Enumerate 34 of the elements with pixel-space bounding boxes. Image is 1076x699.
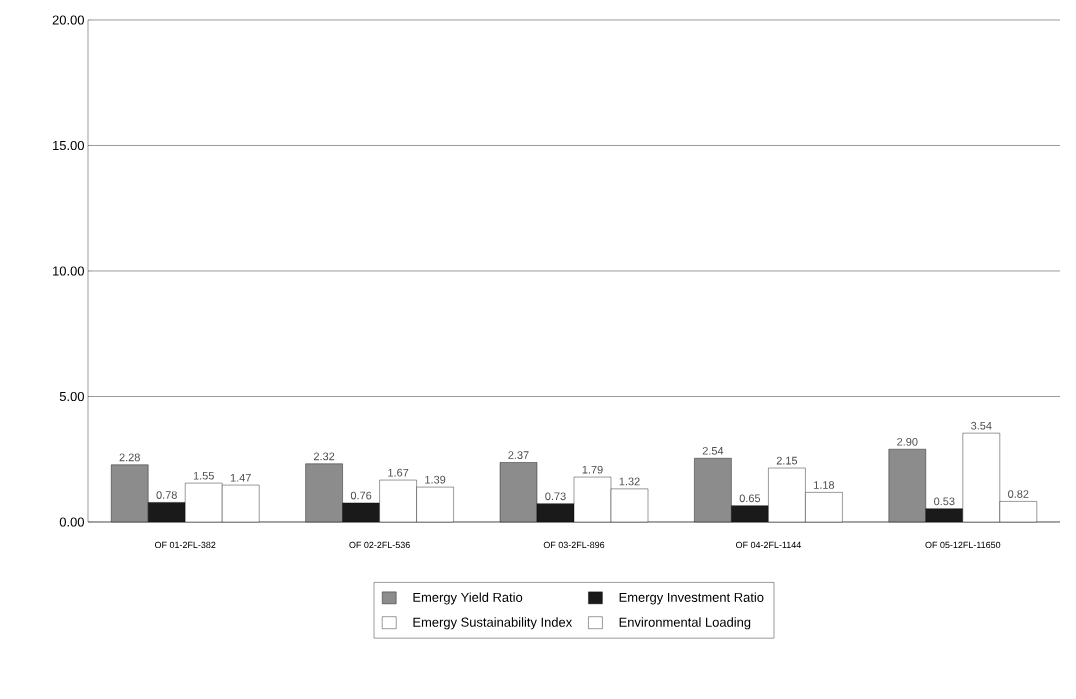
- data-label: 1.18: [814, 481, 835, 489]
- legend-label: Emergy Investment Ratio: [619, 592, 764, 605]
- legend-label: Emergy Yield Ratio: [413, 592, 523, 605]
- legend-label: Emergy Sustainability Index: [413, 617, 573, 630]
- data-label: 2.37: [508, 451, 529, 459]
- y-tick-label: 15.00: [53, 140, 84, 151]
- y-tick-label: 20.00: [52, 15, 84, 25]
- data-label: 2.90: [897, 437, 918, 446]
- data-label: 1.55: [193, 471, 214, 480]
- x-tick-label: OF 05-12FL-11650: [925, 541, 1001, 549]
- data-label: 0.73: [545, 492, 566, 501]
- x-tick-label: OF 02-2FL-536: [349, 541, 410, 549]
- data-label: 2.28: [119, 453, 140, 462]
- legend-label: Environmental Loading: [619, 617, 751, 630]
- x-tick-label: OF 03-2FL-896: [543, 541, 605, 549]
- x-tick-label: OF 04-2FL-1144: [736, 541, 801, 549]
- data-label: 0.78: [156, 491, 177, 499]
- x-tick-label: OF 01-2FL-382: [154, 541, 216, 549]
- data-label: 1.32: [619, 477, 640, 486]
- data-label: 0.65: [739, 494, 761, 503]
- y-tick-label: 0.00: [59, 517, 84, 527]
- data-label: 3.54: [971, 421, 992, 430]
- data-label: 2.15: [776, 456, 798, 465]
- y-tick-label: 5.00: [59, 391, 84, 402]
- data-label: 1.47: [230, 474, 251, 482]
- data-label: 1.67: [388, 468, 409, 477]
- data-label: 1.39: [425, 475, 446, 484]
- data-label: 2.54: [702, 446, 724, 455]
- data-label: 0.53: [934, 497, 955, 506]
- data-label: 0.76: [350, 491, 372, 500]
- y-tick-label: 10.00: [53, 266, 84, 276]
- data-label: 1.79: [582, 465, 603, 474]
- data-label: 0.82: [1008, 490, 1029, 498]
- data-label: 2.32: [313, 452, 335, 461]
